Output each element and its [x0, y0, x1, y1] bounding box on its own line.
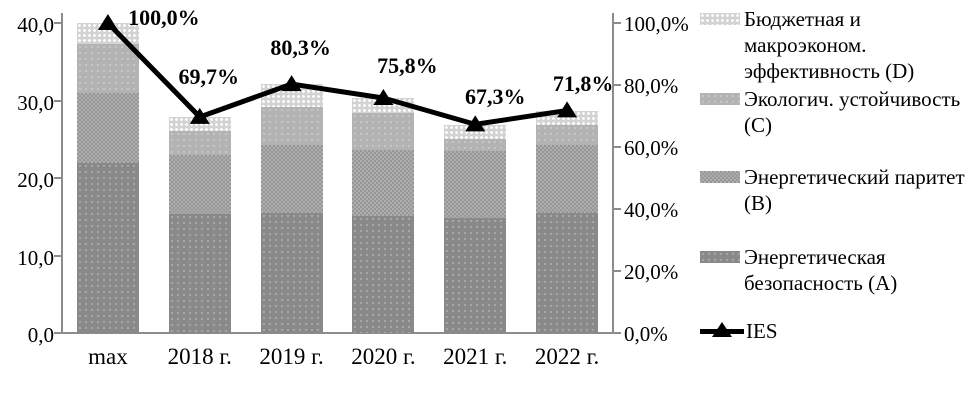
ies-line-icon [700, 318, 744, 344]
bar-segment-d [444, 124, 507, 140]
right-axis-tick-label: 20,0% [624, 260, 679, 284]
right-axis-tick [613, 270, 621, 272]
legend-item: Энергетический паритет (B) [700, 164, 965, 216]
left-axis-tick-label: 20,0 [17, 168, 54, 192]
right-axis-tick [613, 146, 621, 148]
ies-marker-triangle [281, 75, 302, 92]
plot-area [62, 0, 613, 333]
bar-segment-a [444, 218, 507, 333]
left-axis-line [61, 13, 63, 334]
right-axis-tick [613, 332, 621, 334]
category-label: 2020 г. [351, 344, 416, 369]
left-axis-tick [54, 332, 62, 334]
legend-label: Экологич. устойчивость (C) [744, 87, 961, 137]
bar-segment-a [76, 163, 139, 333]
category-label: 2018 г. [167, 344, 232, 369]
stacked-bar-2021 [444, 124, 507, 333]
ies-data-label: 100,0% [128, 5, 200, 30]
legend-swatch-d [700, 13, 740, 25]
ies-marker-triangle [189, 107, 210, 124]
ies-marker-triangle [97, 14, 118, 30]
legend-label: Бюджетная и макроэконом. эффективность (… [744, 7, 915, 83]
legend-swatch-c [700, 93, 740, 105]
ies-data-label: 71,8% [552, 71, 614, 97]
right-axis-line [612, 13, 614, 334]
right-axis-tick-label: 40,0% [624, 198, 679, 222]
right-axis-tick-label: 0,0% [624, 322, 668, 346]
ies-data-label: 69,7% [178, 63, 240, 89]
bar-segment-a [168, 213, 231, 333]
left-axis-tick [54, 99, 62, 102]
legend-label: IES [746, 319, 778, 343]
bar-segment-b [260, 144, 323, 213]
ies-data-label: 67,3% [465, 84, 526, 110]
legend-item: Экологич. устойчивость (C) [700, 86, 960, 138]
bar-segment-b [352, 150, 415, 216]
ies-marker-triangle [373, 89, 394, 106]
legend-item: IES [700, 318, 778, 344]
ies-marker-triangle [557, 101, 578, 118]
ies-data-label: 75,8% [377, 53, 438, 79]
right-axis-tick [613, 208, 621, 210]
legend-label: Энергетический паритет (B) [744, 165, 965, 215]
legend-item: Энергетическая безопасность (A) [700, 244, 897, 296]
stacked-bar-2018 [168, 116, 231, 333]
bar-segment-b [444, 150, 507, 219]
right-axis-tick-label: 100,0% [624, 12, 689, 36]
bar-segment-a [260, 212, 323, 333]
stacked-bar-2019 [260, 84, 323, 333]
legend-swatch-b [700, 171, 740, 183]
right-axis-tick [613, 22, 621, 24]
category-label: 2021 г. [443, 344, 508, 369]
bar-segment-a [536, 212, 599, 333]
stacked-bar-2022 [536, 110, 599, 333]
legend-item: Бюджетная и макроэконом. эффективность (… [700, 6, 914, 84]
ies-marker-triangle [465, 115, 486, 132]
bar-segment-c [444, 139, 507, 151]
right-axis-tick-label: 80,0% [624, 74, 679, 98]
ies-line [106, 21, 568, 127]
left-axis-tick-label: 10,0 [17, 245, 54, 270]
right-axis-tick-label: 60,0% [624, 136, 679, 160]
category-label: max [88, 344, 128, 369]
ies-triangle-icon [712, 322, 732, 337]
left-axis-tick-label: 30,0 [17, 90, 54, 115]
left-axis-tick-label: 40,0 [17, 13, 54, 37]
category-label: 2019 г. [259, 344, 324, 369]
stacked-bar-max [76, 23, 139, 333]
right-axis-tick [613, 84, 621, 86]
bar-segment-c [168, 130, 231, 155]
bar-segment-b [536, 144, 599, 213]
bar-segment-c [352, 112, 415, 151]
left-axis-tick-label: 0,0 [27, 323, 54, 347]
bar-segment-a [352, 215, 415, 333]
category-label: 2022 г. [534, 344, 600, 369]
left-axis-tick [54, 177, 62, 179]
left-axis-tick [54, 254, 62, 257]
ies-line-layer [97, 14, 578, 132]
bar-segment-c [76, 43, 139, 93]
bar-segment-b [76, 92, 139, 164]
x-axis-line [61, 332, 614, 334]
stacked-bar-2020 [352, 98, 415, 333]
ies-data-label: 80,3% [270, 35, 331, 61]
bar-segment-c [260, 106, 323, 145]
legend-swatch-a [700, 251, 740, 263]
legend-label: Энергетическая безопасность (A) [744, 245, 898, 295]
bar-segment-b [168, 154, 231, 214]
bar-segment-c [536, 125, 599, 145]
left-axis-tick [54, 22, 62, 24]
